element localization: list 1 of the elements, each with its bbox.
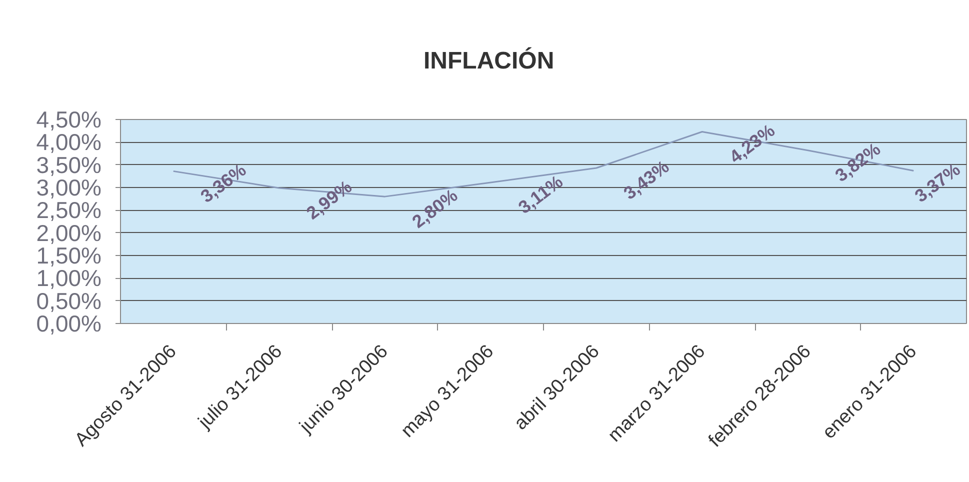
chart-title: INFLACIÓN: [424, 46, 554, 74]
